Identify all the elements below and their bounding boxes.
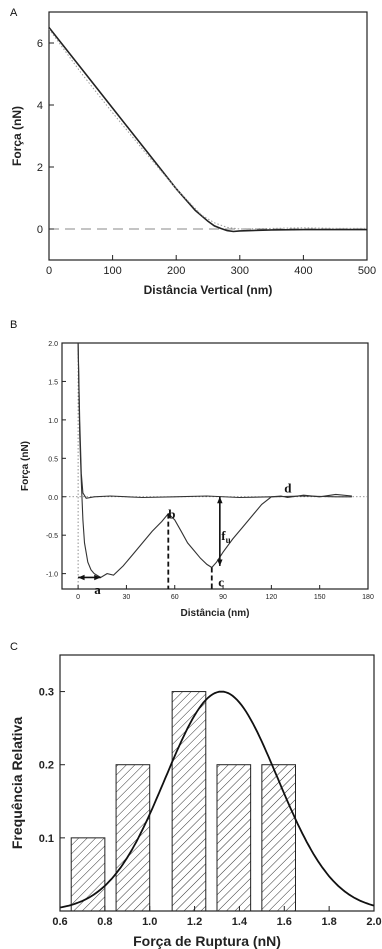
y-tick-label-b: 1.0 — [48, 418, 58, 425]
x-tick-label-c: 1.8 — [321, 916, 336, 928]
panel-label-c: C — [10, 641, 18, 653]
y-tick-label-a: 2 — [37, 162, 43, 174]
annotation-d: d — [284, 481, 292, 496]
arrow-a-head — [94, 574, 101, 581]
x-tick-label-c: 1.4 — [232, 916, 248, 928]
y-tick-label-b: -1.0 — [46, 572, 58, 579]
histogram-bar-2 — [171, 691, 207, 912]
arrow-a-head — [78, 574, 85, 581]
x-tick-label-a: 500 — [358, 265, 376, 277]
x-tick-label-a: 100 — [103, 265, 121, 277]
y-axis-label-c: Frequência Relativa — [9, 717, 25, 849]
histogram-bar-3 — [216, 764, 252, 912]
series-line-a-1 — [48, 28, 367, 230]
histogram-bar-0 — [70, 837, 106, 912]
histogram-bar-4 — [261, 764, 297, 912]
annotation-c: c — [218, 574, 224, 589]
y-tick-label-a: 0 — [37, 224, 43, 236]
annotation-fu: fu — [221, 528, 230, 545]
y-axis-label-b: Força (nN) — [20, 441, 31, 491]
x-tick-label-b: 150 — [314, 594, 326, 601]
chart-c: 0.6 0.8 1.0 1.2 1.4 1.6 1.8 2.0 0.1 0.2 0.3 Força d… — [9, 654, 382, 949]
x-tick-label-c: 1.6 — [277, 916, 292, 928]
plot-frame-b — [61, 342, 369, 590]
x-tick-label-a: 200 — [167, 265, 185, 277]
x-tick-label-b: 120 — [266, 594, 278, 601]
plot-frame-a — [48, 11, 368, 261]
x-tick-label-a: 300 — [231, 265, 249, 277]
x-tick-label-c: 0.6 — [52, 916, 67, 928]
panel-label-b: B — [10, 319, 17, 331]
x-tick-label-b: 30 — [123, 594, 131, 601]
y-tick-label-b: 0.0 — [48, 495, 58, 502]
x-tick-label-c: 2.0 — [366, 916, 381, 928]
x-axis-label-a: Distância Vertical (nm) — [144, 283, 273, 297]
arrow-fu-head — [217, 496, 223, 504]
series-line-a-0 — [48, 27, 367, 233]
arrow-fu-head — [217, 559, 223, 566]
chart-b: a b c d fu 0 30 60 90 120 150 180 -1.0 -0.5 0.0 0.5 1.0 1… — [20, 341, 374, 619]
series-line-b-1 — [77, 342, 352, 499]
x-tick-label-b: 90 — [219, 594, 227, 601]
y-tick-label-b: -0.5 — [46, 533, 58, 540]
panel-label-a: A — [10, 7, 18, 19]
y-tick-label-a: 6 — [37, 38, 43, 50]
x-tick-label-c: 0.8 — [97, 916, 112, 928]
y-tick-label-b: 1.5 — [48, 379, 58, 386]
y-axis-label-a: Força (nN) — [10, 106, 24, 166]
x-tick-label-c: 1.2 — [187, 916, 202, 928]
annotation-b: b — [168, 507, 175, 522]
y-tick-label-c: 0.3 — [39, 687, 54, 699]
x-axis-label-c: Força de Ruptura (nN) — [133, 933, 281, 949]
annotation-a: a — [94, 582, 101, 597]
annotation-subscript: u — [226, 535, 231, 545]
y-tick-label-c: 0.1 — [39, 833, 54, 845]
series-line-b-0 — [77, 342, 352, 579]
x-tick-label-a: 400 — [294, 265, 312, 277]
x-tick-label-b: 60 — [171, 594, 179, 601]
x-tick-label-c: 1.0 — [142, 916, 157, 928]
y-tick-label-b: 2.0 — [48, 341, 58, 348]
gaussian-fit-line — [59, 690, 375, 909]
x-axis-label-b: Distância (nm) — [181, 608, 250, 619]
x-tick-label-b: 0 — [76, 594, 80, 601]
y-tick-label-a: 4 — [37, 100, 43, 112]
x-tick-label-a: 0 — [46, 265, 52, 277]
chart-a: 0 100 200 300 400 500 0 2 4 6 Distância Vertical (… — [10, 11, 376, 297]
y-tick-label-c: 0.2 — [39, 760, 54, 772]
y-tick-label-b: 0.5 — [48, 456, 58, 463]
x-tick-label-b: 180 — [362, 594, 374, 601]
histogram-bar-1 — [115, 764, 151, 912]
